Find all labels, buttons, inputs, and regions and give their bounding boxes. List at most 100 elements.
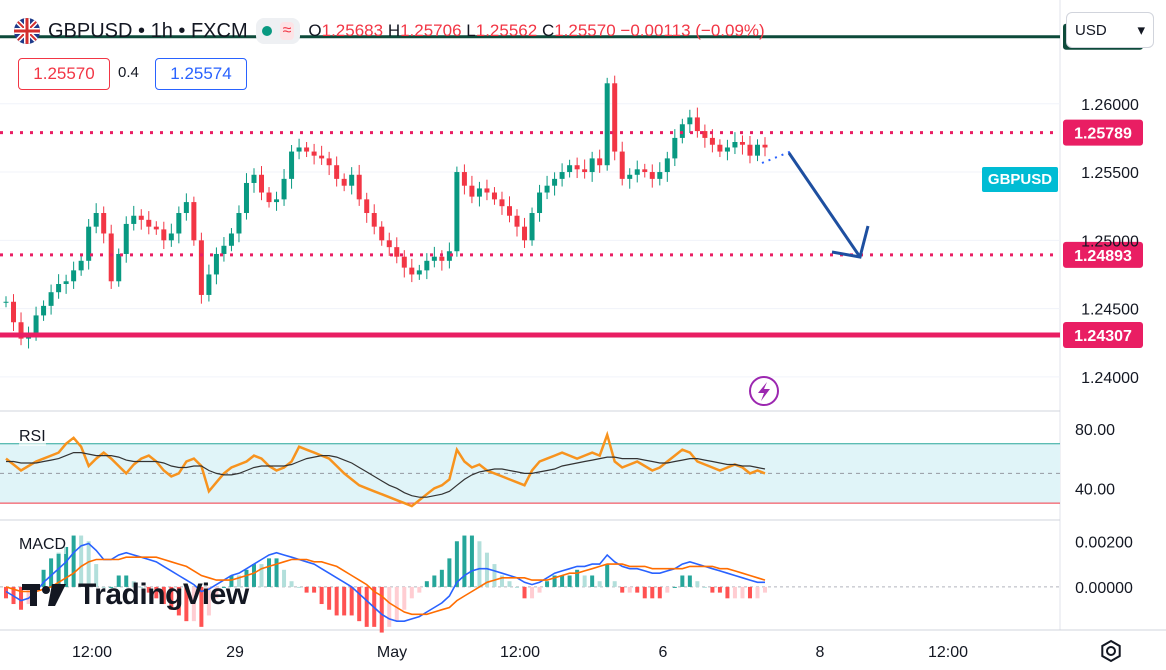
settings-icon[interactable] (1098, 638, 1124, 664)
macd-histogram-bar (695, 581, 700, 587)
macd-histogram-bar (161, 586, 166, 605)
level-price-tag (1063, 119, 1143, 146)
rsi-signal-line (6, 452, 766, 498)
tradingview-wordmark: TradingView (78, 578, 249, 611)
change-value: −0.00113 (−0.09%) (620, 21, 765, 40)
candle-body (672, 137, 678, 159)
currency-value: USD (1075, 21, 1107, 39)
time-tick-label: 12:00 (72, 644, 112, 661)
tradingview-logo[interactable]: TradingView (22, 578, 249, 612)
low-label: L (466, 21, 476, 40)
time-tick-label: May (377, 644, 407, 661)
time-axis-labels: 12:00 29 May 12:00 6 8 12:00 (72, 644, 968, 661)
candle-body (213, 253, 219, 275)
candle-body (146, 219, 152, 227)
macd-histogram-bar (251, 564, 256, 587)
tradingview-logo-icon (22, 584, 66, 606)
macd-histogram-bar (747, 586, 752, 599)
macd-histogram-bar (597, 581, 602, 587)
candle-body (379, 226, 385, 241)
candle-body (334, 165, 340, 179)
candle-body (529, 213, 535, 241)
macd-histogram-bar (19, 586, 24, 610)
candle-body (552, 178, 558, 186)
open-label: O (308, 21, 322, 40)
candle-body (356, 174, 362, 200)
ohlc-readout: O1.25683 H1.25706 L1.25562 C1.25570 −0.0… (308, 21, 764, 41)
symbol-title[interactable]: GBPUSD • 1h • FXCM (48, 19, 248, 42)
candle-body (424, 260, 430, 271)
macd-histogram-bar (342, 586, 347, 616)
macd-histogram-bar (319, 586, 324, 605)
forecast-arrow[interactable] (761, 150, 870, 259)
currency-selector[interactable]: USD ▾ (1066, 12, 1154, 48)
candle-body (499, 199, 505, 207)
candle-body (71, 270, 77, 282)
candle-body (724, 147, 730, 152)
macd-pane (0, 535, 1060, 633)
macd-histogram-bar (94, 564, 99, 587)
price-axis-labels: 1.26000 1.25500 1.25000 1.24500 1.24000 80.00… (1075, 97, 1139, 597)
candle-body (476, 188, 482, 197)
macd-histogram-bar (364, 586, 369, 627)
macd-histogram-bar (4, 586, 8, 599)
candle-body (679, 124, 685, 138)
candle-body (48, 292, 54, 306)
symbol-header: GBPUSD • 1h • FXCM ≈ O1.25683 H1.25706 L… (14, 14, 765, 48)
forecast-arrow-shaft (787, 152, 862, 258)
macd-histogram-bar (169, 586, 174, 610)
macd-histogram-bar (349, 586, 354, 616)
candle-body (161, 229, 167, 241)
status-pill[interactable]: ≈ (255, 18, 301, 44)
macd-histogram-bar (49, 558, 54, 587)
macd-histogram-bar (304, 586, 309, 593)
candle-body (619, 151, 625, 179)
candle-body (394, 247, 400, 257)
macd-histogram-bar (642, 586, 647, 599)
macd-histogram-bar (176, 586, 181, 616)
uk-flag-icon (14, 18, 40, 44)
macd-histogram-bar (124, 575, 129, 587)
candle-body (634, 169, 640, 175)
macd-histogram-bar (469, 535, 474, 587)
candle-body (116, 253, 122, 282)
macd-histogram-bar (424, 581, 429, 587)
candle-body (131, 215, 137, 224)
candle-body (101, 213, 107, 234)
macd-histogram-bar (507, 581, 512, 587)
candle-body (56, 284, 62, 293)
candle-body (582, 169, 588, 173)
level-price-tag (1063, 321, 1143, 348)
candle-body (259, 174, 265, 193)
candle-body (206, 274, 212, 295)
candle-body (612, 83, 618, 152)
candle-body (702, 131, 708, 138)
macd-histogram-bar (725, 586, 730, 599)
rsi-label[interactable]: RSI (19, 428, 46, 446)
rsi-tick-label: 80.00 (1075, 422, 1115, 439)
macd-histogram-bar (454, 541, 459, 587)
buy-button[interactable]: 1.25574 (155, 58, 247, 90)
candle-body (709, 137, 715, 145)
candle-body (326, 158, 332, 166)
candle-body (409, 267, 415, 275)
open-value: 1.25683 (321, 21, 384, 40)
macd-histogram-bar (477, 541, 482, 587)
sell-button[interactable]: 1.25570 (18, 58, 110, 90)
candle-body (386, 240, 392, 248)
spread-value: 0.4 (118, 64, 139, 81)
price-tick-label: 1.26000 (1081, 97, 1139, 114)
candle-body (319, 155, 325, 159)
macd-label[interactable]: MACD (19, 536, 67, 554)
macd-histogram-bar (282, 569, 287, 587)
candle-body (93, 213, 99, 227)
macd-histogram-bar (79, 535, 84, 587)
lightning-icon[interactable] (749, 376, 779, 406)
candle-body (296, 147, 302, 152)
rsi-line (5, 430, 766, 508)
candle-body (221, 245, 227, 254)
macd-histogram-bar (417, 586, 422, 593)
candle-body (33, 315, 39, 334)
candle-body (717, 144, 723, 152)
